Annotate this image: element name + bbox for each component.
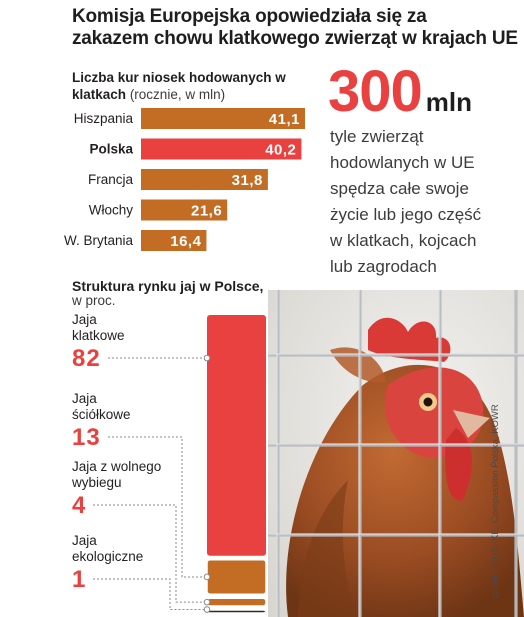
hens-bar-chart: Hiszpania 41,1 Polska 40,2 Francja 31,8 Włochy… (64, 108, 305, 251)
big-stat-line: tyle zwierząt (330, 127, 424, 146)
big-stat-unit: mln (425, 87, 473, 117)
leader-dot (203, 598, 211, 606)
bar (141, 169, 268, 190)
bar (141, 199, 228, 221)
bar-category-label: Włochy (89, 203, 134, 218)
stack-segment (206, 609, 267, 614)
stack-value-label: 1 (72, 566, 86, 593)
source-text: źródło: GUS, KE, Compassion Polska, KOWR (490, 404, 501, 598)
stack-segment (206, 597, 267, 607)
leader-dot (203, 573, 211, 581)
bar-value-label: 21,6 (191, 203, 222, 220)
stack-category-label: Jaja (72, 391, 97, 406)
bar-category-label: Polska (89, 142, 133, 157)
bar-value-label: 16,4 (170, 233, 201, 250)
bar-category-label: Hiszpania (74, 111, 134, 126)
stack-segment (207, 315, 266, 556)
stack-value-label: 13 (72, 424, 101, 451)
stack-category-label: klatkowe (72, 328, 125, 343)
bar-value-label: 41,1 (269, 111, 300, 128)
stack-category-label: ściółkowe (72, 407, 131, 422)
bar-category-label: W. Brytania (64, 233, 134, 248)
leader-dot (203, 606, 211, 613)
bar-chart-title: Liczba kur niosek hodowanych w klatkach … (72, 69, 302, 103)
stack-category-label: Jaja (72, 312, 97, 327)
leader-dot (203, 354, 211, 362)
big-stat-line: lub zagrodach (330, 257, 437, 276)
bar-category-label: Francja (88, 172, 134, 187)
bar-chart-title-text: Liczba kur niosek hodowanych w klatkach (72, 70, 286, 102)
stack-category-label: wybiegu (71, 475, 122, 490)
leader-line (93, 504, 207, 603)
hen-cage-photo (268, 290, 524, 617)
big-stat-line: hodowlanych w UE (330, 153, 475, 172)
bar-chart-unit: (rocznie, w mln) (129, 87, 226, 102)
headline-line-2: zakazem chowu klatkowego zwierząt w kraj… (72, 28, 518, 49)
stack-segment (206, 558, 267, 595)
headline-line-1: Komisja Europejska opowiedziała się za (72, 6, 427, 27)
bar (141, 138, 302, 160)
source-note: źródło: GUS, KE, Compassion Polska, KOWR (490, 404, 501, 598)
bar-value-label: 40,2 (265, 142, 296, 159)
structure-unit: w proc. (72, 293, 116, 308)
stack-value-label: 4 (72, 492, 86, 519)
leader-line (93, 578, 207, 611)
stack-category-label: ekologiczne (72, 549, 143, 564)
bar (141, 108, 305, 129)
big-stat-description: tyle zwierząt hodowlanych w UE spędza ca… (330, 124, 510, 280)
headline: Komisja Europejska opowiedziała się za z… (72, 6, 518, 50)
stack-category-label: Jaja z wolnego (72, 459, 161, 474)
big-stat-line: spędza całe swoje (330, 179, 469, 198)
bar-value-label: 31,8 (232, 172, 263, 189)
stack-value-label: 82 (72, 345, 101, 372)
leader-line (108, 436, 207, 578)
big-stat-line: życie lub jego część (330, 205, 482, 224)
stack-category-label: Jaja (72, 533, 97, 548)
big-stat-line: w klatkach, kojcach (330, 231, 477, 250)
structure-title: Struktura rynku jaj w Polsce, (72, 278, 264, 294)
bar (141, 230, 207, 251)
big-stat: 300 mln (328, 58, 472, 125)
big-stat-number: 300 (328, 59, 423, 124)
